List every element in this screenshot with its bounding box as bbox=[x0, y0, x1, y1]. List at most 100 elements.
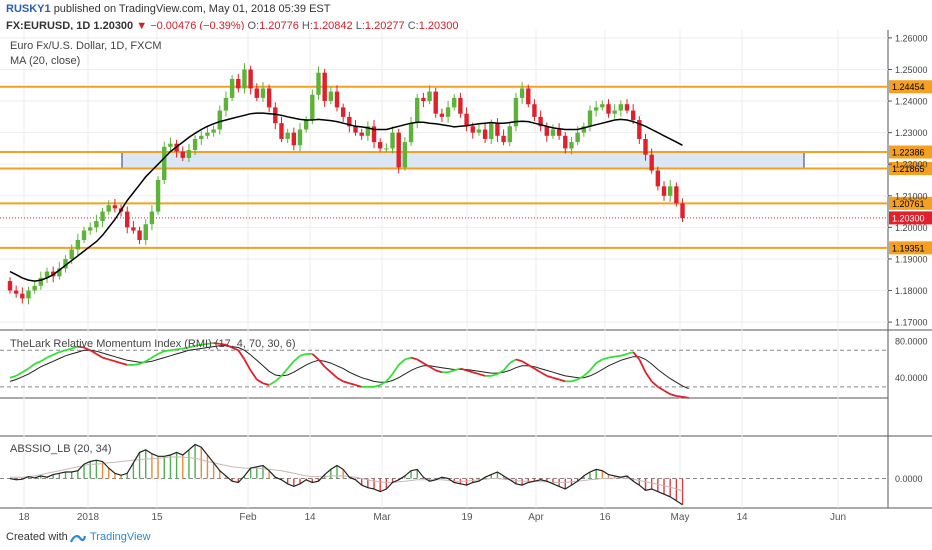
candle-body bbox=[273, 107, 278, 124]
chart-header: RUSKY1 published on TradingView.com, May… bbox=[0, 0, 932, 42]
candles[interactable] bbox=[7, 63, 685, 305]
rmi-segment bbox=[108, 358, 116, 363]
rmi-segment bbox=[225, 343, 233, 349]
rmi-segment bbox=[453, 367, 461, 372]
candle-body bbox=[285, 132, 290, 139]
rmi-segment bbox=[373, 384, 381, 388]
low-label: L: bbox=[355, 20, 365, 32]
rmi-segment bbox=[65, 347, 72, 352]
rmi-segment bbox=[638, 359, 647, 373]
candle-body bbox=[526, 88, 531, 105]
horizontal-levels[interactable]: 1.24454 1.22386 1.21865 1.20761 1.19351 1.203… bbox=[0, 80, 932, 255]
rmi-segment bbox=[151, 353, 159, 359]
rmi-segment bbox=[651, 380, 659, 388]
candle-body bbox=[550, 129, 556, 136]
candle-body bbox=[581, 126, 587, 133]
rmi-segment bbox=[336, 376, 344, 383]
candle-body bbox=[192, 138, 198, 150]
author-name[interactable]: RUSKY1 bbox=[6, 3, 51, 15]
y-tick-label: 1.20000 bbox=[895, 223, 928, 233]
candle-body bbox=[137, 230, 142, 240]
candle-body bbox=[20, 293, 25, 299]
candle-body bbox=[143, 224, 148, 240]
rmi-segment bbox=[608, 355, 615, 359]
candle-body bbox=[112, 205, 118, 209]
rmi-segment bbox=[533, 367, 542, 374]
level-price-label: 1.24454 bbox=[892, 82, 925, 92]
rmi-segment bbox=[256, 378, 264, 384]
symbol-label: FX:EURUSD, 1D bbox=[6, 20, 91, 32]
x-tick-label: Apr bbox=[528, 512, 544, 523]
high-label: H: bbox=[301, 20, 313, 32]
rmi-segment bbox=[657, 386, 665, 392]
x-tick-label: 18 bbox=[18, 512, 30, 523]
candle-body bbox=[57, 268, 62, 277]
high-value: 1.20842 bbox=[312, 20, 353, 32]
abssio-pane-title: ABSSIO_LB (20, 34) bbox=[10, 443, 112, 455]
rmi-segment bbox=[552, 376, 560, 381]
y-tick-label: 1.17000 bbox=[895, 318, 928, 328]
candle-body bbox=[421, 97, 426, 102]
candle-body bbox=[205, 132, 210, 136]
level-price-tag bbox=[889, 145, 932, 159]
rmi-segment bbox=[614, 354, 621, 358]
candle-body bbox=[359, 132, 364, 136]
tradingview-brand[interactable]: TradingView bbox=[90, 531, 151, 543]
y-tick-label: 1.21000 bbox=[895, 191, 928, 201]
rmi-y-tick-label: 40.0000 bbox=[895, 373, 928, 383]
candle-body bbox=[340, 107, 346, 117]
x-tick-label: 14 bbox=[304, 512, 316, 523]
rmi-segment bbox=[207, 342, 214, 345]
created-with-text: Created with bbox=[6, 531, 68, 543]
candle-body bbox=[544, 126, 549, 136]
candle-body bbox=[63, 258, 68, 269]
candle-body bbox=[69, 249, 74, 259]
rmi-segment bbox=[385, 373, 394, 382]
ma-legend: MA (20, close) bbox=[10, 55, 80, 67]
rmi-segment bbox=[324, 366, 332, 373]
candle-body bbox=[248, 69, 253, 89]
rmi-segment bbox=[249, 369, 258, 381]
published-text: published on TradingView.com, May 01, 20… bbox=[53, 3, 331, 15]
candle-body bbox=[464, 113, 469, 127]
candle-body bbox=[162, 146, 167, 180]
rmi-segment bbox=[620, 353, 628, 357]
candle-body bbox=[637, 120, 642, 139]
rmi-segment bbox=[237, 349, 246, 360]
rmi-segment bbox=[435, 369, 443, 374]
y-tick-label: 1.25000 bbox=[895, 65, 928, 75]
candle-body bbox=[155, 180, 161, 212]
candle-body bbox=[667, 186, 673, 196]
candle-body bbox=[7, 281, 13, 291]
rmi-segment bbox=[416, 358, 424, 364]
rmi-segment bbox=[280, 367, 289, 377]
rmi-segment bbox=[262, 382, 270, 386]
rmi-pane-title: TheLark Relative Momentum Index (RMI) (1… bbox=[10, 338, 296, 350]
candle-body bbox=[328, 91, 334, 102]
rmi-segment bbox=[502, 362, 511, 371]
rmi-segment bbox=[466, 369, 474, 374]
candle-body bbox=[396, 132, 401, 168]
rmi-segment bbox=[274, 375, 283, 383]
candle-body bbox=[452, 97, 457, 108]
rmi-segment bbox=[589, 362, 597, 371]
publish-line: RUSKY1 published on TradingView.com, May… bbox=[6, 3, 331, 15]
rmi-segment bbox=[521, 360, 529, 366]
chart-canvas[interactable]: 1.24454 1.22386 1.21865 1.20761 1.19351 1.203… bbox=[0, 0, 932, 526]
candle-body bbox=[229, 78, 235, 98]
price-change: −0.00476 (−0.39%) bbox=[150, 20, 245, 32]
rmi-segment bbox=[330, 371, 338, 379]
rmi-segment bbox=[663, 389, 671, 395]
candle-body bbox=[211, 129, 216, 133]
last-price-label: 1.20300 bbox=[892, 213, 925, 223]
candle-body bbox=[353, 126, 358, 133]
y-tick-label: 1.22000 bbox=[895, 160, 928, 170]
candle-body bbox=[501, 135, 506, 143]
candle-body bbox=[365, 126, 371, 136]
candle-body bbox=[433, 91, 438, 114]
rmi-segment bbox=[632, 351, 641, 361]
candle-body bbox=[291, 132, 297, 146]
rmi-segment bbox=[102, 356, 109, 361]
rmi-segment bbox=[213, 342, 220, 345]
candle-body bbox=[322, 72, 327, 102]
